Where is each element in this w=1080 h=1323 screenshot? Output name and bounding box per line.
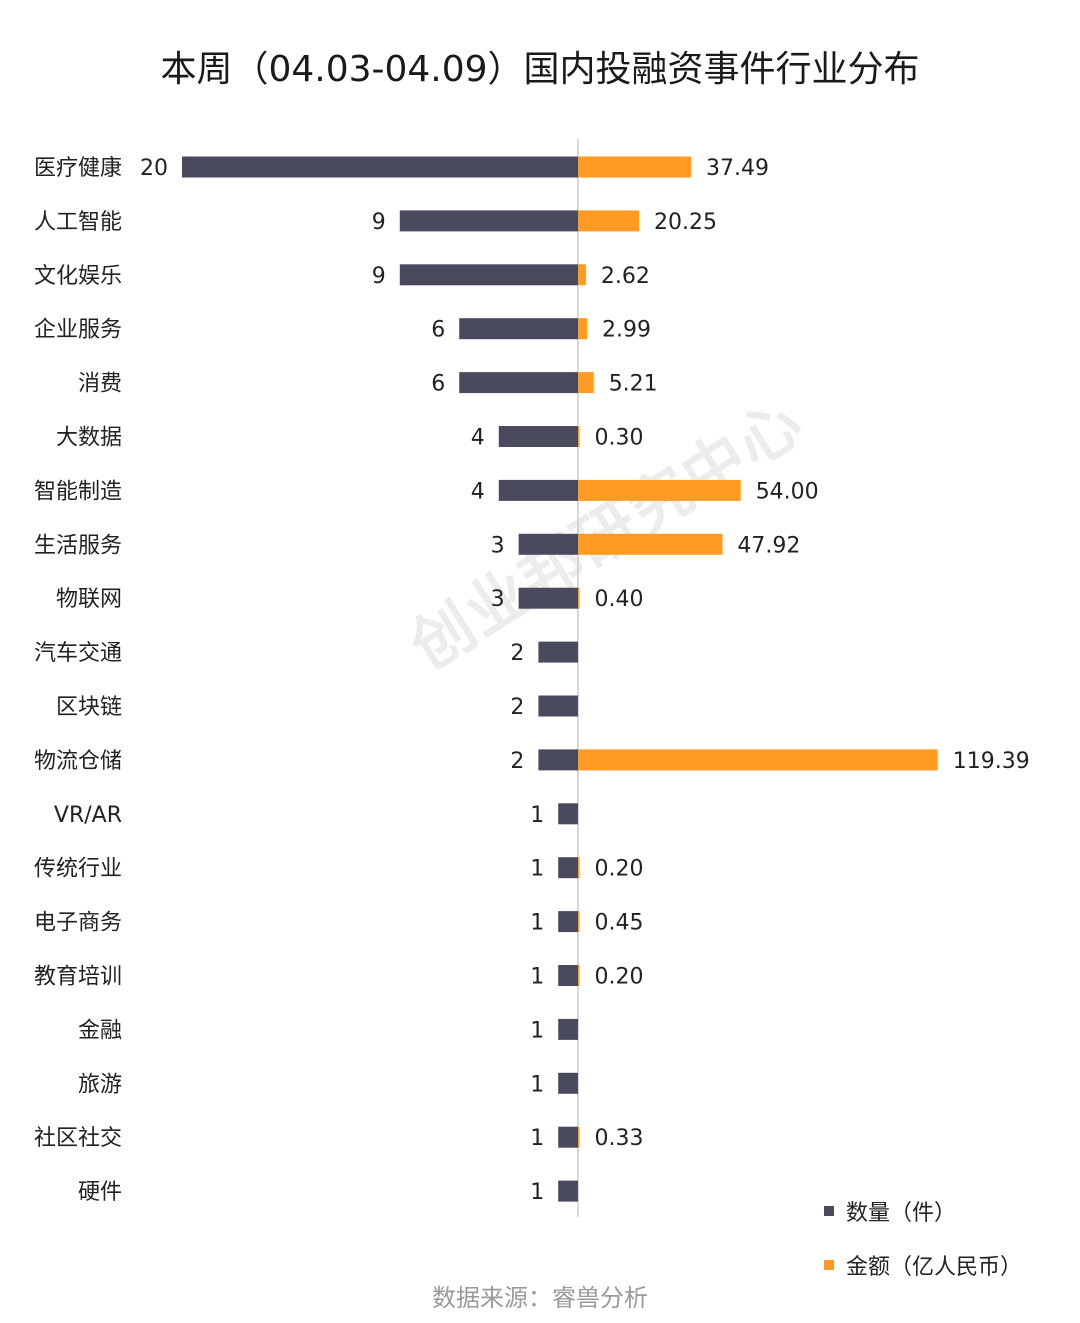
amount-value-label: 54.00 <box>756 479 819 504</box>
count-value-label: 1 <box>530 1180 544 1205</box>
count-value-label: 3 <box>491 587 505 612</box>
count-bar <box>558 1072 578 1094</box>
category-label: 教育培训 <box>34 965 122 990</box>
amount-bar <box>578 210 640 232</box>
amount-bar <box>578 156 691 178</box>
count-bar <box>498 426 578 447</box>
amount-value-label: 0.30 <box>595 426 644 451</box>
category-label: 消费 <box>78 372 122 397</box>
amount-bar <box>578 1126 580 1148</box>
count-value-label: 1 <box>530 857 544 882</box>
category-label: 电子商务 <box>34 911 122 936</box>
legend-item-amount: 金额（亿人民币） <box>824 1249 1022 1281</box>
count-bar <box>558 857 578 879</box>
category-label: 社区社交 <box>34 1126 122 1151</box>
category-label: 汽车交通 <box>34 641 122 666</box>
count-value-label: 2 <box>510 695 524 720</box>
count-value-label: 1 <box>530 965 544 990</box>
amount-value-label: 47.92 <box>737 533 800 558</box>
count-value-label: 9 <box>372 210 386 235</box>
count-bar <box>558 1180 578 1202</box>
chart-title: 本周（04.03-04.09）国内投融资事件行业分布 <box>160 49 920 90</box>
amount-bar <box>578 749 938 771</box>
amount-value-label: 2.62 <box>601 264 650 289</box>
legend-swatch-amount <box>824 1260 834 1270</box>
category-label: 智能制造 <box>34 479 122 504</box>
count-value-label: 3 <box>491 533 505 558</box>
amount-bar <box>578 857 580 879</box>
count-value-label: 4 <box>471 479 485 504</box>
amount-value-label: 0.33 <box>595 1126 644 1151</box>
count-bar <box>459 372 578 394</box>
category-label: 区块链 <box>56 695 122 720</box>
count-bar <box>538 749 578 771</box>
count-bar <box>538 641 578 663</box>
count-bar <box>558 1018 578 1040</box>
count-value-label: 1 <box>530 803 544 828</box>
count-value-label: 1 <box>530 911 544 936</box>
category-label: 企业服务 <box>34 318 122 343</box>
amount-bar <box>578 911 580 933</box>
legend-label-amount: 金额（亿人民币） <box>846 1255 1023 1280</box>
count-bar <box>498 479 578 501</box>
amount-value-label: 0.20 <box>595 965 644 990</box>
count-value-label: 1 <box>530 1072 544 1097</box>
category-label: 人工智能 <box>34 210 122 235</box>
category-label: 传统行业 <box>34 857 122 882</box>
amount-value-label: 5.21 <box>609 372 658 397</box>
amount-bar <box>578 372 594 394</box>
count-bar <box>538 695 578 717</box>
category-label: 文化娱乐 <box>34 264 122 289</box>
legend-item-count: 数量（件） <box>824 1195 956 1227</box>
count-value-label: 2 <box>510 749 524 774</box>
count-bar <box>399 264 578 286</box>
legend-swatch-count <box>824 1206 834 1216</box>
amount-value-label: 0.45 <box>595 911 644 936</box>
amount-bar <box>578 318 588 340</box>
category-label: VR/AR <box>54 803 122 828</box>
count-bar <box>459 318 578 340</box>
category-label: 金融 <box>78 1018 122 1043</box>
category-label: 硬件 <box>78 1180 122 1205</box>
category-label: 生活服务 <box>34 533 122 558</box>
amount-bar <box>578 479 741 501</box>
category-label: 医疗健康 <box>34 156 122 181</box>
source-note: 数据来源：睿兽分析 <box>432 1284 648 1312</box>
category-label: 旅游 <box>78 1072 122 1097</box>
amount-bar <box>578 264 586 286</box>
amount-value-label: 119.39 <box>953 749 1030 774</box>
amount-value-label: 20.25 <box>654 210 717 235</box>
amount-bar <box>578 426 580 447</box>
amount-value-label: 2.99 <box>602 318 651 343</box>
count-value-label: 1 <box>530 1018 544 1043</box>
count-value-label: 6 <box>431 372 445 397</box>
count-bar <box>558 965 578 986</box>
category-label: 物流仓储 <box>34 749 122 774</box>
count-value-label: 2 <box>510 641 524 666</box>
count-value-label: 20 <box>140 156 168 181</box>
count-bar <box>558 911 578 933</box>
count-value-label: 1 <box>530 1126 544 1151</box>
count-bar <box>399 210 578 232</box>
count-value-label: 6 <box>431 318 445 343</box>
count-bar <box>558 803 578 825</box>
amount-value-label: 37.49 <box>706 156 769 181</box>
category-label: 物联网 <box>56 587 122 612</box>
count-bar <box>518 587 578 609</box>
count-value-label: 9 <box>372 264 386 289</box>
amount-bar <box>578 587 580 609</box>
category-label: 大数据 <box>56 426 122 451</box>
count-bar <box>558 1126 578 1148</box>
count-bar <box>518 533 578 555</box>
amount-bar <box>578 965 580 986</box>
count-bar <box>182 156 578 178</box>
amount-value-label: 0.40 <box>595 587 644 612</box>
count-value-label: 4 <box>471 426 485 451</box>
legend-label-count: 数量（件） <box>846 1201 957 1226</box>
amount-value-label: 0.20 <box>595 857 644 882</box>
amount-bar <box>578 533 723 555</box>
